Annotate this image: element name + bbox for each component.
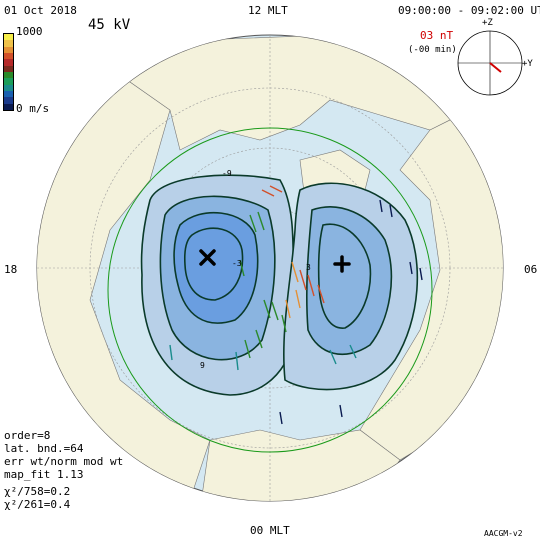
- colorbar-max-label: 1000: [16, 25, 43, 38]
- imf-magnitude: 03 nT: [420, 29, 454, 42]
- stat-order: order=8: [4, 429, 51, 442]
- contour-label-3: 3: [306, 263, 311, 272]
- coord-system-label: AACGM-v2: [484, 529, 523, 538]
- mlt-top-label: 12 MLT: [248, 4, 288, 17]
- mlt-left-label: 18: [4, 263, 18, 276]
- velocity-vectors: [169, 185, 423, 425]
- dusk-cell: [140, 174, 296, 396]
- heppner-maynard-boundary: [107, 127, 433, 453]
- date-label: 01 Oct 2018: [4, 4, 77, 17]
- imf-vector: [489, 62, 502, 73]
- contour-label-4: 9: [200, 361, 205, 370]
- imf-axis-z: +Z: [482, 18, 493, 28]
- contour-label-2: -3: [232, 259, 242, 268]
- imf-axis-y: +Y: [522, 59, 533, 69]
- colorbar-min-label: 0 m/s: [16, 102, 50, 115]
- contour-label-1: -9: [222, 169, 232, 178]
- mlt-bottom-label: 00 MLT: [250, 524, 290, 537]
- cross-polar-potential: 45 kV: [88, 17, 131, 33]
- time-range-label: 09:00:00 - 09:02:00 UT: [398, 4, 540, 17]
- stat-chi2: χ²/261=0.4: [4, 498, 71, 511]
- velocity-colorbar: [3, 33, 14, 111]
- stat-lat-bnd: lat. bnd.=64: [4, 442, 84, 455]
- land-east: [359, 109, 503, 461]
- mlt-right-label: 06: [524, 263, 538, 276]
- dawn-cell: [283, 182, 419, 391]
- stat-map-fit: map_fit 1.13: [4, 468, 84, 481]
- imf-delay: (-00 min): [408, 45, 457, 55]
- stat-chi1: χ²/758=0.2: [4, 485, 71, 498]
- potential-markers: [199, 249, 351, 273]
- stat-err: err wt/norm mod wt: [4, 455, 124, 468]
- imf-clock-dial: [457, 30, 523, 96]
